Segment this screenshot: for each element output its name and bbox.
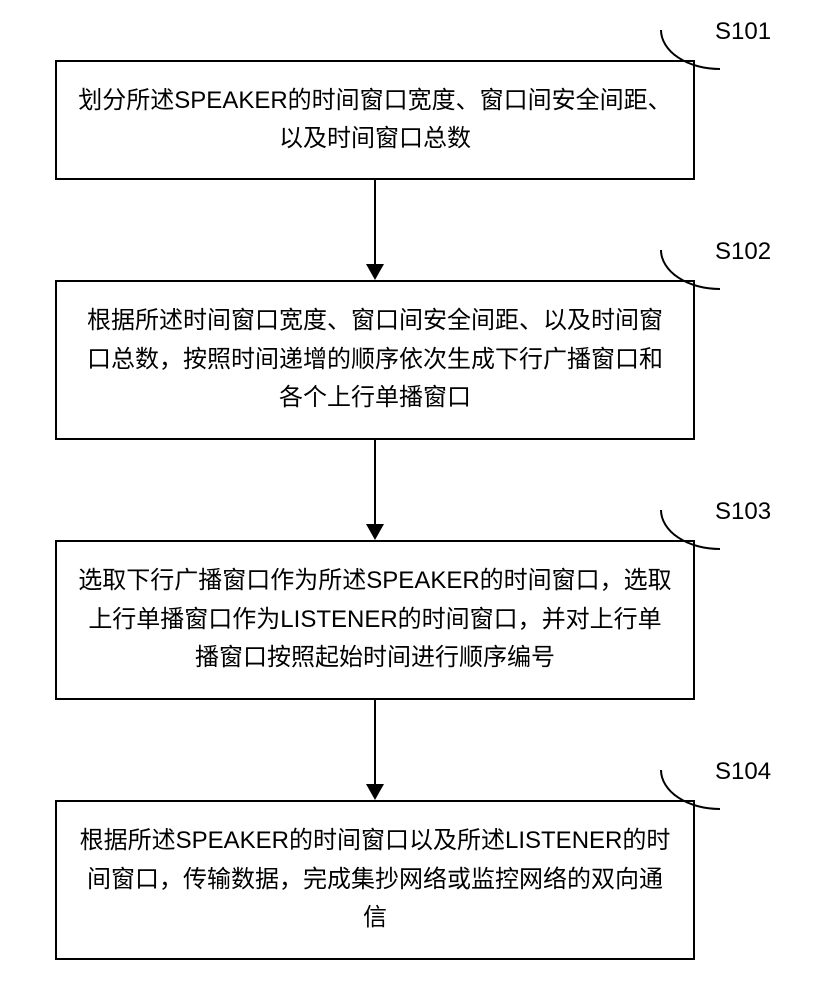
step-text-s102: 根据所述时间窗口宽度、窗口间安全间距、以及时间窗口总数，按照时间递增的顺序依次生… <box>77 302 673 417</box>
step-text-s104: 根据所述SPEAKER的时间窗口以及所述LISTENER的时间窗口，传输数据，完… <box>77 822 673 937</box>
flowchart-canvas: 划分所述SPEAKER的时间窗口宽度、窗口间安全间距、以及时间窗口总数 S101… <box>0 0 813 1000</box>
arrow-head-s103-s104 <box>366 784 384 800</box>
arrow-head-s102-s103 <box>366 524 384 540</box>
step-text-s103: 选取下行广播窗口作为所述SPEAKER的时间窗口，选取上行单播窗口作为LISTE… <box>77 562 673 677</box>
step-label-s104: S104 <box>715 758 771 786</box>
arrow-s103-s104 <box>374 700 376 784</box>
arrow-s101-s102 <box>374 180 376 264</box>
step-box-s102: 根据所述时间窗口宽度、窗口间安全间距、以及时间窗口总数，按照时间递增的顺序依次生… <box>55 280 695 440</box>
step-box-s104: 根据所述SPEAKER的时间窗口以及所述LISTENER的时间窗口，传输数据，完… <box>55 800 695 960</box>
step-text-s101: 划分所述SPEAKER的时间窗口宽度、窗口间安全间距、以及时间窗口总数 <box>77 82 673 159</box>
step-label-s101: S101 <box>715 18 771 46</box>
arrow-head-s101-s102 <box>366 264 384 280</box>
step-label-s103: S103 <box>715 498 771 526</box>
step-label-s102: S102 <box>715 238 771 266</box>
step-box-s103: 选取下行广播窗口作为所述SPEAKER的时间窗口，选取上行单播窗口作为LISTE… <box>55 540 695 700</box>
arrow-s102-s103 <box>374 440 376 524</box>
step-box-s101: 划分所述SPEAKER的时间窗口宽度、窗口间安全间距、以及时间窗口总数 <box>55 60 695 180</box>
